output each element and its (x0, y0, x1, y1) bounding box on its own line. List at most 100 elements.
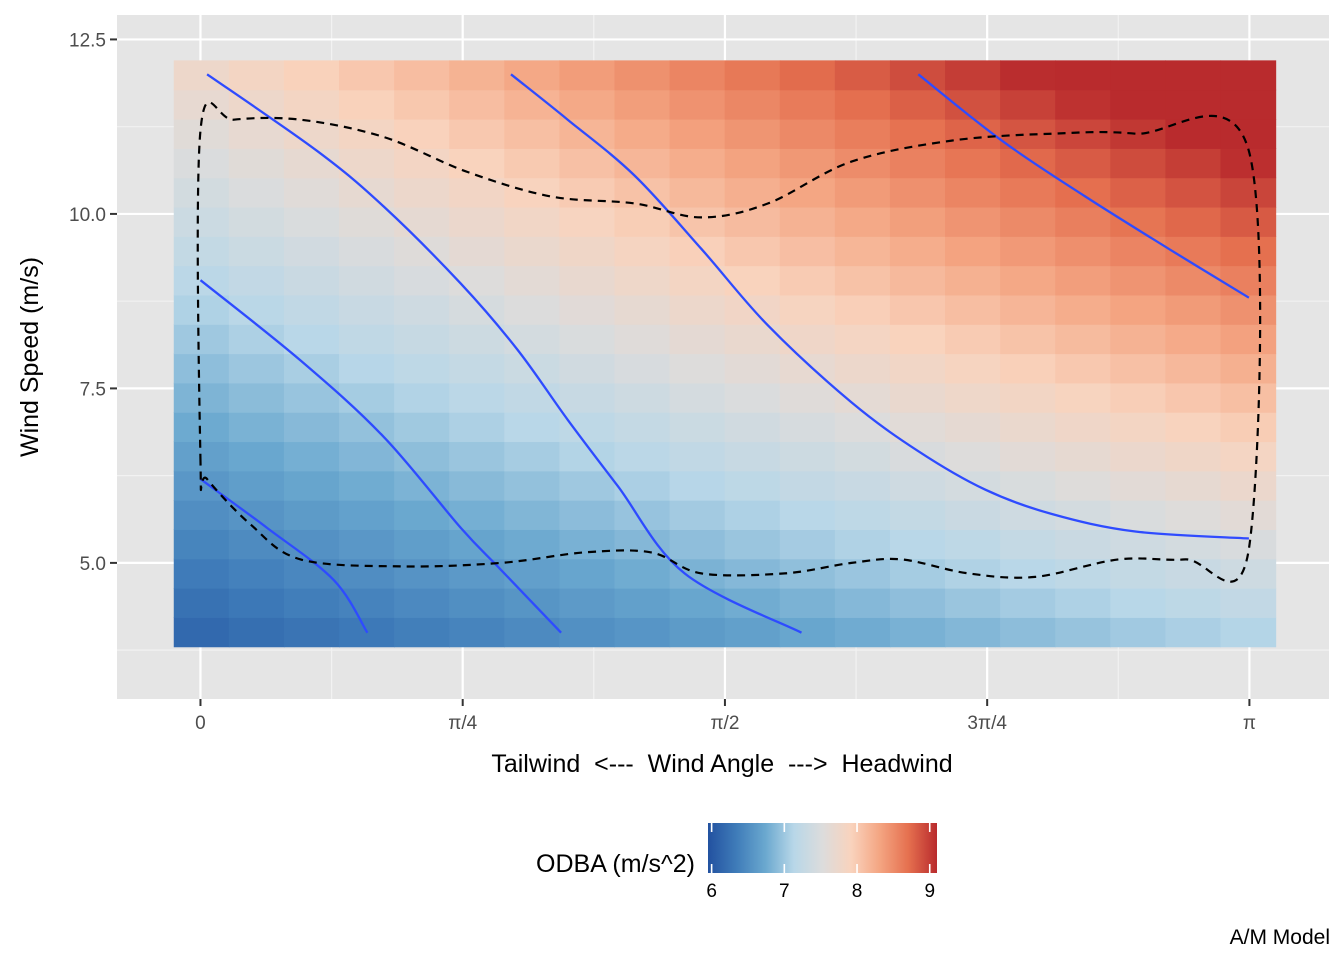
heatmap-tile (1165, 324, 1222, 355)
heatmap-tile (173, 236, 230, 267)
heatmap-tile (779, 148, 836, 179)
heatmap-tile (779, 470, 836, 501)
heatmap-tile (559, 558, 616, 589)
heatmap-tile (173, 529, 230, 560)
heatmap-tile (834, 558, 891, 589)
heatmap-tile (449, 148, 505, 179)
heatmap-tile (1165, 265, 1222, 296)
heatmap-tile (173, 617, 230, 648)
heatmap-tile (889, 558, 946, 589)
heatmap-tile (1055, 265, 1111, 296)
heatmap-tile (1110, 89, 1166, 120)
heatmap-tile (1165, 500, 1222, 530)
heatmap-tile (504, 294, 560, 325)
x-axis-title: Tailwind <--- Wind Angle ---> Headwind (491, 750, 952, 778)
heatmap-tile (283, 60, 340, 91)
heatmap-tile (1110, 558, 1166, 589)
heatmap-tile (1220, 324, 1277, 355)
y-tick-label: 5.0 (80, 554, 106, 575)
heatmap-tile (834, 470, 891, 501)
heatmap-tile (559, 529, 616, 560)
heatmap-tile (283, 206, 340, 237)
heatmap-tile (614, 324, 671, 355)
heatmap-tile (1055, 412, 1111, 443)
heatmap-tile (228, 412, 285, 443)
heatmap-tile (1110, 588, 1166, 618)
heatmap-tile (889, 529, 946, 560)
heatmap-tile (724, 148, 781, 179)
x-tick-label: π/2 (710, 713, 739, 734)
heatmap-tile (724, 500, 781, 530)
heatmap-tile (945, 441, 1001, 472)
heatmap-tile (1000, 470, 1056, 501)
heatmap-tile (779, 324, 836, 355)
heatmap-tile (889, 500, 946, 530)
heatmap-tile (339, 382, 395, 413)
heatmap-tile (945, 529, 1001, 560)
heatmap-tile (394, 265, 450, 296)
heatmap-tile (394, 353, 450, 384)
heatmap-tile (834, 412, 891, 443)
y-tick-label: 12.5 (69, 30, 106, 51)
heatmap-tile (559, 500, 616, 530)
x-tick-label: π/4 (448, 713, 477, 734)
heatmap-tile (724, 89, 781, 120)
heatmap-tile (834, 441, 891, 472)
heatmap-tile (449, 294, 505, 325)
heatmap-tile (339, 89, 395, 120)
heatmap-tile (1055, 324, 1111, 355)
heatmap-tile (339, 265, 395, 296)
contour-lines (199, 73, 1250, 634)
heatmap-tile (1165, 470, 1222, 501)
heatmap-tile (559, 236, 616, 267)
heatmap-tile (1000, 89, 1056, 120)
heatmap-tile (559, 324, 616, 355)
heatmap-tile (1110, 617, 1166, 648)
legend-ticks: 6 7 8 9 (706, 823, 935, 902)
heatmap-tile (779, 441, 836, 472)
heatmap-tile (1055, 558, 1111, 589)
heatmap-tile (228, 470, 285, 501)
x-tick-label: π (1243, 713, 1256, 734)
heatmap-tile (779, 60, 836, 91)
heatmap-tile (559, 265, 616, 296)
heatmap-tile (228, 441, 285, 472)
heatmap-tile (283, 236, 340, 267)
heatmap-tile (889, 148, 946, 179)
heatmap-tile (1220, 382, 1277, 413)
heatmap-tile (504, 324, 560, 355)
heatmap-tile (559, 470, 616, 501)
contour-line-4 (510, 73, 1249, 540)
heatmap-tile (228, 60, 285, 91)
heatmap-tile (449, 89, 505, 120)
heatmap-tile (504, 412, 560, 443)
heatmap-tile (889, 617, 946, 648)
heatmap-tile (1110, 60, 1166, 91)
heatmap-tile (614, 294, 671, 325)
heatmap-tile (173, 89, 230, 120)
heatmap-tile (945, 294, 1001, 325)
color-legend: ODBA (m/s^2) 6 7 8 9 (536, 823, 937, 902)
heatmap-tile (1220, 236, 1277, 267)
heatmap-tile (834, 529, 891, 560)
heatmap-tile (889, 294, 946, 325)
heatmap-tile (614, 382, 671, 413)
heatmap-tile (394, 588, 450, 618)
heatmap-tile (1165, 294, 1222, 325)
heatmap-tile (1220, 89, 1277, 120)
heatmap-tile (449, 617, 505, 648)
heatmap-tile (173, 148, 230, 179)
heatmap-tile (504, 118, 560, 149)
heatmap-tile (1165, 558, 1222, 589)
heatmap-tile (1220, 441, 1277, 472)
heatmap-tile (724, 470, 781, 501)
heatmap-tile (283, 558, 340, 589)
heatmap-tile (1110, 470, 1166, 501)
heatmap-tile (339, 206, 395, 237)
heatmap-tile (1220, 617, 1277, 648)
heatmap-tile (339, 148, 395, 179)
heatmap-tile (614, 588, 671, 618)
y-tick-label: 10.0 (69, 205, 106, 226)
heatmap-tile (724, 353, 781, 384)
heatmap-tile (669, 236, 726, 267)
